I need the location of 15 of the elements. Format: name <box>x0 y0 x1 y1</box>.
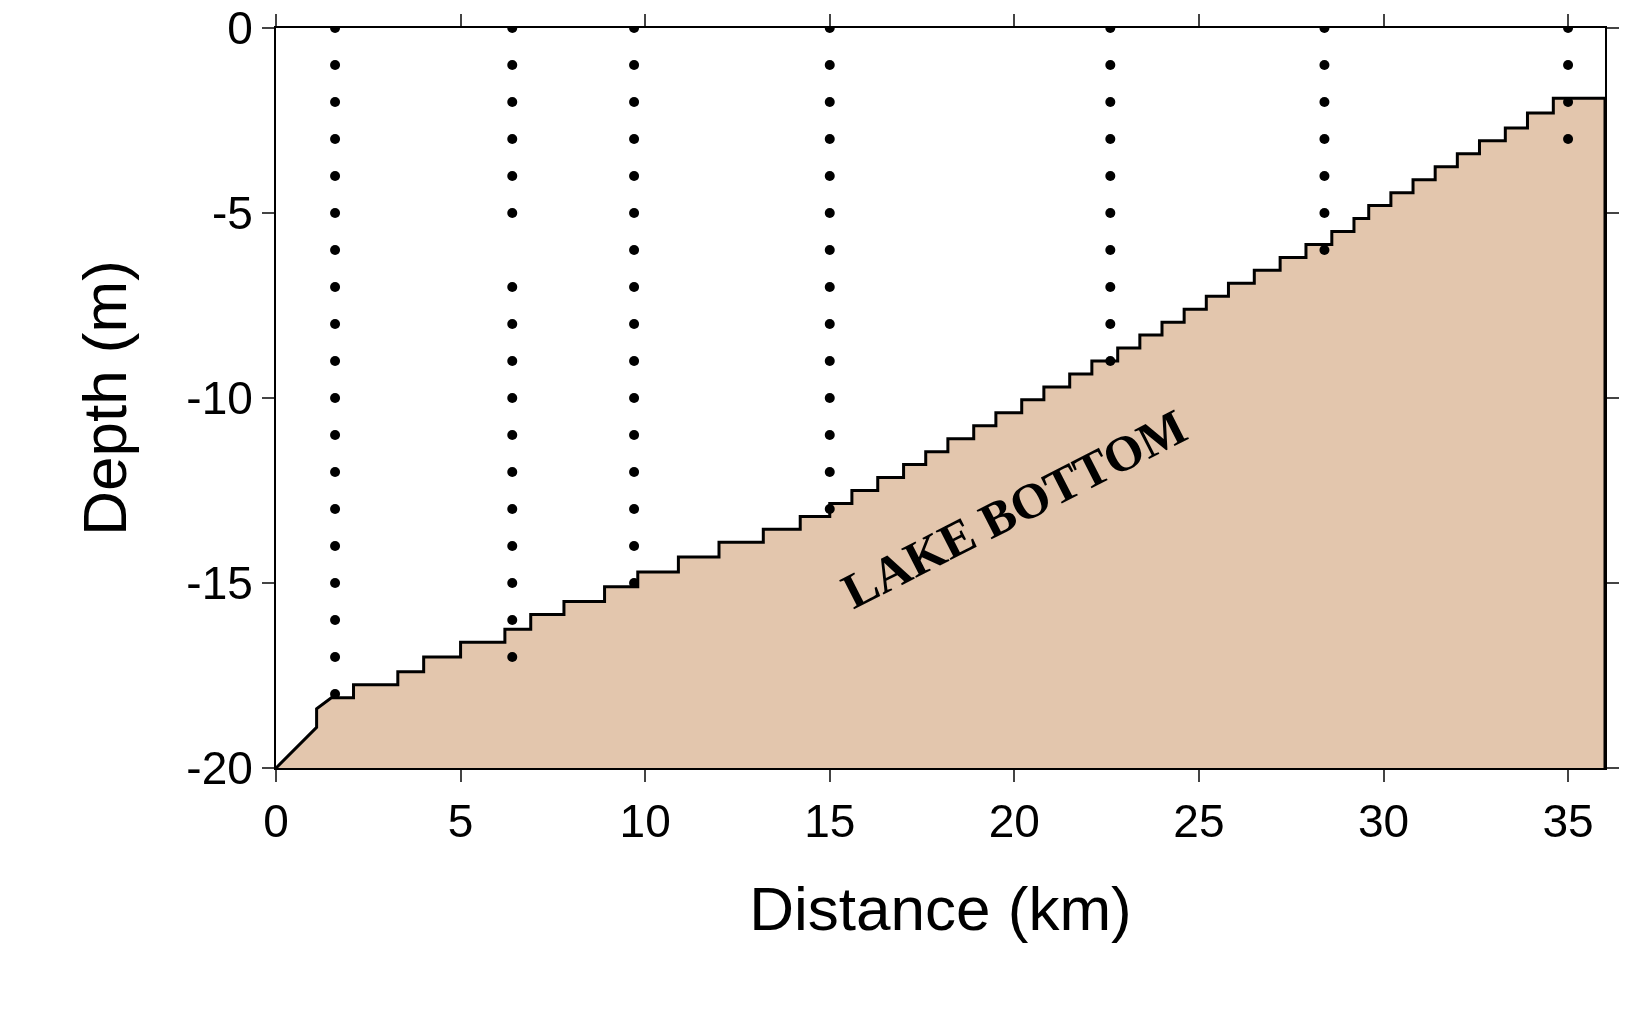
y-tick-label: -20 <box>186 742 253 795</box>
x-tick-label: 5 <box>447 795 474 848</box>
x-axis-title: Distance (km) <box>749 873 1132 943</box>
y-tick-label: 0 <box>227 2 253 55</box>
x-tick-label: 10 <box>619 795 671 848</box>
x-tick-label: 20 <box>988 795 1040 848</box>
x-tick-label: 25 <box>1173 795 1225 848</box>
y-axis-title: Depth (m) <box>69 260 139 536</box>
x-tick-label: 15 <box>804 795 856 848</box>
y-tick-label: -5 <box>211 187 253 240</box>
x-tick-label: 0 <box>263 795 289 848</box>
y-tick-label: -10 <box>186 372 253 425</box>
y-tick-label: -15 <box>186 557 253 610</box>
x-tick-label: 30 <box>1357 795 1410 848</box>
x-tick-label: 35 <box>1542 795 1594 848</box>
